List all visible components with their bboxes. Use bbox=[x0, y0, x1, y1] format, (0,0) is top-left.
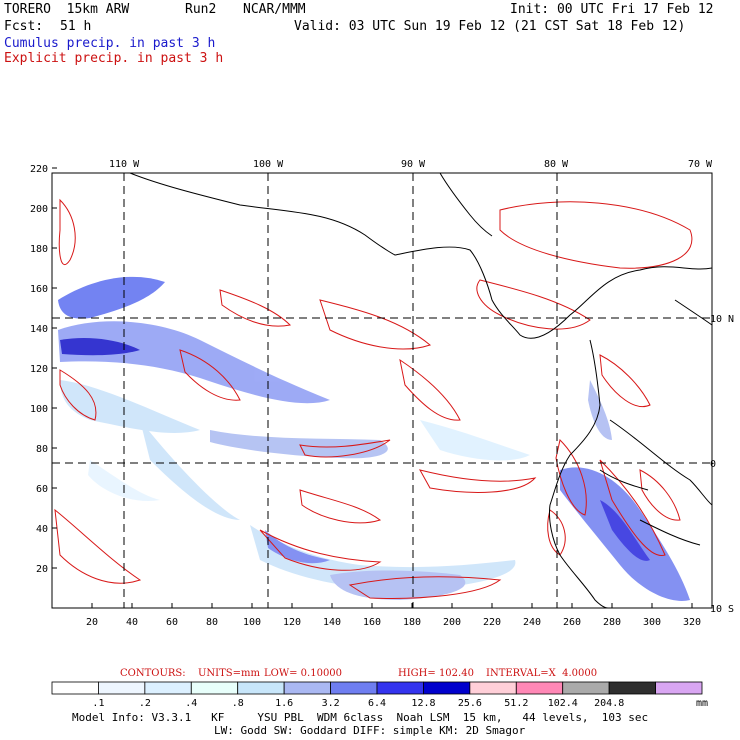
latitude-labels: 10 N 0 10 S bbox=[710, 314, 734, 615]
x-index-label: 60 bbox=[166, 617, 178, 628]
x-index-label: 220 bbox=[483, 617, 501, 628]
cumulus-legend: Cumulus precip. in past 3 h bbox=[4, 36, 216, 51]
colorbar-swatch bbox=[283, 681, 331, 695]
colorbar-swatch bbox=[330, 681, 378, 695]
lon-label-80w: 80 W bbox=[544, 159, 569, 170]
x-index-label: 260 bbox=[563, 617, 581, 628]
forecast-label: Fcst: bbox=[4, 19, 44, 34]
colorbar-label: .4 bbox=[185, 698, 197, 709]
x-index-label: 160 bbox=[363, 617, 381, 628]
latlon-grid bbox=[52, 173, 712, 608]
longitude-labels: 110 W 100 W 90 W 80 W 70 W bbox=[109, 159, 713, 170]
contours-low: LOW= 0.10000 bbox=[264, 668, 343, 679]
y-index-label: 220 bbox=[30, 164, 48, 175]
x-index-label: 40 bbox=[126, 617, 138, 628]
model-title: TORERO 15km ARW bbox=[4, 2, 130, 17]
x-index-label: 280 bbox=[603, 617, 621, 628]
y-index-label: 140 bbox=[30, 324, 48, 335]
colorbar-swatch bbox=[562, 681, 610, 695]
colorbar-label: 25.6 bbox=[458, 698, 482, 709]
init-time: Init: 00 UTC Fri 17 Feb 12 bbox=[510, 2, 714, 17]
x-index-label: 20 bbox=[86, 617, 98, 628]
colorbar-label: 204.8 bbox=[594, 698, 624, 709]
run-label: Run2 bbox=[185, 2, 217, 17]
contours-high: HIGH= 102.40 bbox=[398, 668, 474, 679]
colorbar-swatch bbox=[237, 681, 285, 695]
colorbar-label: 12.8 bbox=[411, 698, 435, 709]
x-index-label: 300 bbox=[643, 617, 661, 628]
x-index-label: 140 bbox=[323, 617, 341, 628]
colorbar-label: 6.4 bbox=[368, 698, 386, 709]
forecast-hour: 51 h bbox=[60, 19, 92, 34]
colorbar-swatch bbox=[515, 681, 564, 695]
x-index-label: 320 bbox=[683, 617, 701, 628]
map-features bbox=[54, 173, 712, 608]
colorbar-label: 3.2 bbox=[322, 698, 340, 709]
y-index-label: 40 bbox=[36, 524, 48, 535]
colorbar-label: .2 bbox=[139, 698, 151, 709]
colorbar-label: .8 bbox=[232, 698, 244, 709]
coastlines bbox=[129, 173, 712, 608]
colorbar-swatch bbox=[376, 681, 424, 695]
contours-label: CONTOURS: bbox=[120, 668, 186, 679]
x-index-label: 100 bbox=[243, 617, 261, 628]
x-index-labels: 20 40 60 80 100 120 140 160 180 200 220 240 260 280 30… bbox=[86, 617, 701, 628]
y-index-labels: 220 200 180 160 140 120 100 80 60 40 20 bbox=[30, 164, 48, 575]
y-index-label: 100 bbox=[30, 404, 48, 415]
colorbar-swatch bbox=[655, 681, 703, 695]
lat-label-0: 0 bbox=[710, 459, 716, 470]
colorbar-swatch bbox=[423, 681, 471, 695]
colorbar-swatch bbox=[190, 681, 239, 695]
colorbar-label: 1.6 bbox=[275, 698, 293, 709]
explicit-precip-contours bbox=[54, 198, 693, 599]
x-index-label: 120 bbox=[283, 617, 301, 628]
lon-label-70w: 70 W bbox=[688, 159, 713, 170]
model-info-line1: Model Info: V3.3.1 KF YSU PBL WDM 6class… bbox=[72, 711, 649, 724]
colorbar-swatch bbox=[144, 681, 192, 695]
y-index-label: 180 bbox=[30, 244, 48, 255]
lat-label-10s: 10 S bbox=[710, 604, 734, 615]
colorbar-swatch bbox=[98, 681, 146, 695]
contours-units: UNITS=mm bbox=[198, 668, 260, 679]
cumulus-precip-shading bbox=[58, 276, 690, 601]
y-index-label: 200 bbox=[30, 204, 48, 215]
colorbar-label: 102.4 bbox=[548, 698, 578, 709]
colorbar-swatch bbox=[608, 681, 656, 695]
y-index-label: 20 bbox=[36, 564, 48, 575]
valid-time: Valid: 03 UTC Sun 19 Feb 12 (21 CST Sat … bbox=[294, 19, 686, 34]
x-index-label: 200 bbox=[443, 617, 461, 628]
y-index-label: 60 bbox=[36, 484, 48, 495]
lat-label-10n: 10 N bbox=[710, 314, 734, 325]
model-info-line2: LW: Godd SW: Goddard DIFF: simple KM: 2D… bbox=[214, 724, 526, 737]
plot-frame bbox=[51, 172, 713, 609]
colorbar-swatch bbox=[469, 681, 517, 695]
contours-interval: INTERVAL=X 4.0000 bbox=[486, 668, 598, 679]
colorbar-label: .1 bbox=[92, 698, 104, 709]
x-index-label: 180 bbox=[403, 617, 421, 628]
y-index-label: 120 bbox=[30, 364, 48, 375]
colorbar-swatch bbox=[51, 681, 99, 695]
explicit-legend: Explicit precip. in past 3 h bbox=[4, 51, 224, 66]
x-index-label: 80 bbox=[206, 617, 218, 628]
colorbar-label: 51.2 bbox=[504, 698, 528, 709]
axis-ticks bbox=[52, 167, 693, 608]
lon-label-100w: 100 W bbox=[253, 159, 284, 170]
lon-label-110w: 110 W bbox=[109, 159, 140, 170]
lon-label-90w: 90 W bbox=[401, 159, 426, 170]
colorbar: .1 .2 .4 .8 1.6 3.2 6.4 12.8 25.6 51.2 102.4 204.8 bbox=[51, 681, 703, 709]
colorbar-unit: mm bbox=[696, 698, 708, 709]
y-index-label: 160 bbox=[30, 284, 48, 295]
organization-label: NCAR/MMM bbox=[243, 2, 306, 17]
x-index-label: 240 bbox=[523, 617, 541, 628]
y-index-label: 80 bbox=[36, 444, 48, 455]
